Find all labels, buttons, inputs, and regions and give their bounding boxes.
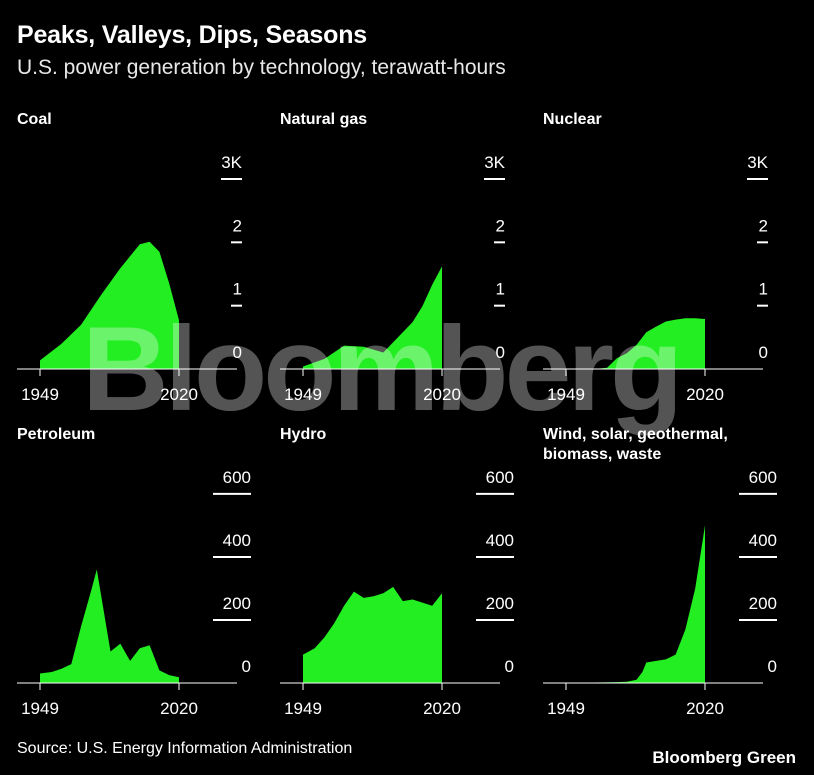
- y-tick-label-natural-gas-1: 1: [496, 280, 505, 299]
- y-tick-label-renewables-1: 200: [749, 594, 777, 613]
- panel-title-hydro: Hydro: [280, 426, 327, 443]
- x-tick-label-nuclear-0: 1949: [547, 385, 585, 404]
- y-tick-label-coal-3: 3K: [221, 153, 242, 172]
- y-tick-label-natural-gas-0: 0: [496, 343, 505, 362]
- panel-title-petroleum: Petroleum: [17, 426, 96, 443]
- x-tick-label-coal-0: 1949: [21, 385, 59, 404]
- area-hydro: [303, 586, 442, 683]
- x-tick-label-hydro-1: 2020: [423, 699, 461, 718]
- y-tick-label-renewables-2: 400: [749, 531, 777, 550]
- x-tick-label-hydro-0: 1949: [284, 699, 322, 718]
- y-tick-label-renewables-0: 0: [768, 657, 777, 676]
- x-tick-label-nuclear-1: 2020: [686, 385, 724, 404]
- x-tick-label-petroleum-1: 2020: [160, 699, 198, 718]
- y-tick-label-coal-2: 2: [233, 216, 242, 235]
- y-tick-label-hydro-0: 0: [505, 657, 514, 676]
- y-tick-label-petroleum-1: 200: [223, 594, 251, 613]
- y-tick-label-hydro-1: 200: [486, 594, 514, 613]
- y-tick-label-coal-1: 1: [233, 280, 242, 299]
- area-natural-gas: [303, 266, 442, 369]
- y-tick-label-coal-0: 0: [233, 343, 242, 362]
- area-renewables: [566, 525, 705, 683]
- area-nuclear: [566, 318, 705, 369]
- area-coal: [40, 241, 179, 369]
- chart-title: Peaks, Valleys, Dips, Seasons: [17, 21, 367, 49]
- y-tick-label-renewables-3: 600: [749, 468, 777, 487]
- brand-logo: Bloomberg Green: [652, 748, 796, 767]
- y-tick-label-nuclear-2: 2: [759, 216, 768, 235]
- y-tick-label-nuclear-0: 0: [759, 343, 768, 362]
- y-tick-label-petroleum-2: 400: [223, 531, 251, 550]
- panel-title-coal: Coal: [17, 111, 52, 128]
- y-tick-label-hydro-3: 600: [486, 468, 514, 487]
- y-tick-label-petroleum-0: 0: [242, 657, 251, 676]
- x-tick-label-natural-gas-1: 2020: [423, 385, 461, 404]
- area-petroleum: [40, 569, 179, 683]
- panel-title-renewables: Wind, solar, geothermal, biomass, waste: [543, 426, 728, 463]
- y-tick-label-petroleum-3: 600: [223, 468, 251, 487]
- x-tick-label-natural-gas-0: 1949: [284, 385, 322, 404]
- x-tick-label-renewables-1: 2020: [686, 699, 724, 718]
- y-tick-label-natural-gas-3: 3K: [484, 153, 505, 172]
- x-tick-label-coal-1: 2020: [160, 385, 198, 404]
- source-note: Source: U.S. Energy Information Administ…: [17, 740, 353, 757]
- y-tick-label-hydro-2: 400: [486, 531, 514, 550]
- y-tick-label-natural-gas-2: 2: [496, 216, 505, 235]
- x-tick-label-renewables-0: 1949: [547, 699, 585, 718]
- y-tick-label-nuclear-1: 1: [759, 280, 768, 299]
- x-tick-label-petroleum-0: 1949: [21, 699, 59, 718]
- chart-subtitle: U.S. power generation by technology, ter…: [17, 56, 506, 79]
- y-tick-label-nuclear-3: 3K: [747, 153, 768, 172]
- panel-title-natural-gas: Natural gas: [280, 111, 368, 128]
- panel-title-nuclear: Nuclear: [543, 111, 602, 128]
